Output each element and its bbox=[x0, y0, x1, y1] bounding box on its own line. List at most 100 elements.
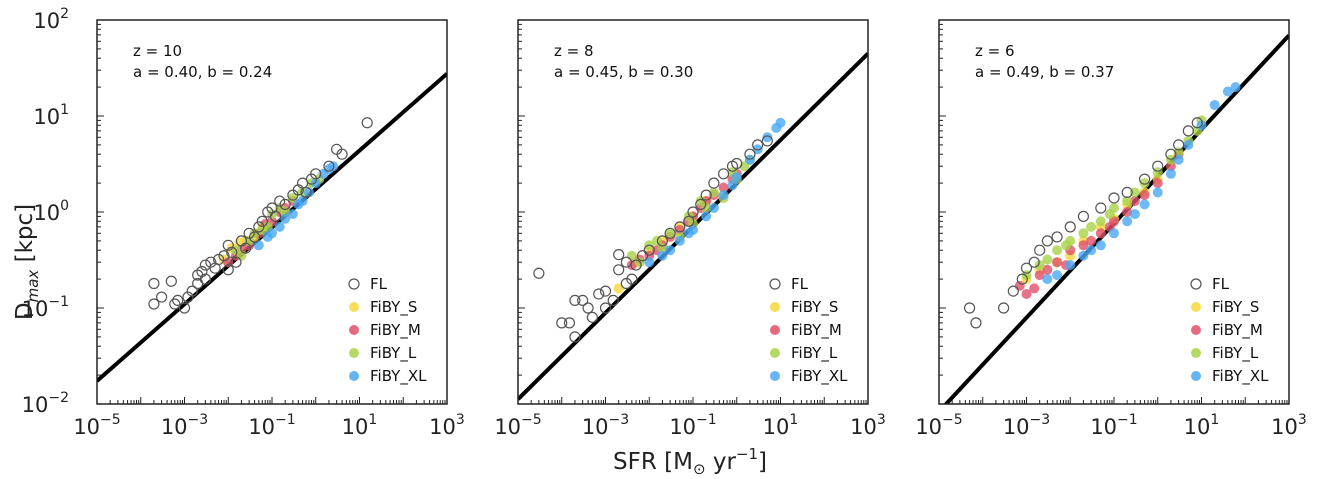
legend-marker bbox=[349, 371, 359, 381]
data-point bbox=[1108, 192, 1120, 204]
data-point bbox=[1051, 231, 1063, 243]
data-point bbox=[328, 161, 339, 172]
legend-label: FiBY_S bbox=[370, 298, 417, 317]
data-point bbox=[1209, 100, 1220, 111]
data-point bbox=[1139, 190, 1150, 201]
plot-frame bbox=[96, 19, 448, 405]
data-point bbox=[199, 273, 211, 285]
data-point bbox=[1029, 283, 1040, 294]
x-tick-label: 10−1 bbox=[248, 412, 295, 439]
legend-label: FiBY_S bbox=[1212, 298, 1259, 317]
data-point bbox=[607, 294, 619, 306]
data-point bbox=[1183, 139, 1194, 150]
data-point bbox=[657, 250, 668, 261]
data-point bbox=[253, 221, 265, 233]
legend-label: FiBY_L bbox=[791, 344, 838, 363]
data-point bbox=[1052, 257, 1063, 268]
series-fiby-xl bbox=[1042, 82, 1241, 285]
legend-label: FiBY_M bbox=[1212, 321, 1263, 340]
y-tick-label: 10−1 bbox=[22, 294, 69, 321]
legend-marker bbox=[349, 325, 359, 335]
data-point bbox=[613, 264, 625, 276]
data-point bbox=[752, 144, 763, 155]
data-point bbox=[1122, 196, 1133, 207]
x-tick-label: 10−5 bbox=[494, 412, 541, 439]
fit-params-label: a = 0.49, b = 0.37 bbox=[975, 63, 1114, 81]
data-point bbox=[1121, 186, 1133, 199]
legend: FL FiBY_S FiBY_M FiBY_L FiBY_XL bbox=[769, 275, 848, 386]
data-point bbox=[248, 231, 261, 243]
data-point bbox=[1122, 216, 1133, 227]
data-point bbox=[1078, 240, 1089, 251]
data-point bbox=[1021, 288, 1032, 299]
data-point bbox=[279, 198, 291, 210]
data-point bbox=[626, 250, 637, 261]
x-tick-label: 101 bbox=[1184, 412, 1220, 439]
data-point bbox=[1086, 245, 1097, 256]
data-point bbox=[586, 311, 598, 323]
redshift-label: z = 10 bbox=[133, 42, 182, 60]
redshift-label: z = 8 bbox=[554, 42, 594, 60]
plot-frame bbox=[938, 19, 1290, 405]
data-point bbox=[582, 302, 594, 314]
data-point bbox=[1129, 187, 1140, 198]
y-tick-label: 102 bbox=[33, 6, 69, 33]
data-point bbox=[1052, 245, 1063, 256]
data-point bbox=[630, 259, 642, 271]
data-point bbox=[963, 302, 976, 314]
data-point bbox=[1034, 244, 1046, 256]
data-point bbox=[165, 275, 177, 287]
legend-marker bbox=[1191, 371, 1201, 381]
data-point bbox=[169, 298, 181, 310]
data-point bbox=[626, 273, 638, 285]
data-point bbox=[1139, 178, 1150, 189]
data-point bbox=[775, 117, 786, 128]
data-point bbox=[1139, 199, 1150, 210]
data-point bbox=[1041, 235, 1053, 247]
data-point bbox=[533, 267, 545, 279]
legend-label: FiBY_XL bbox=[791, 367, 848, 386]
data-point bbox=[182, 291, 194, 303]
legend-marker bbox=[1191, 325, 1201, 335]
data-point bbox=[744, 148, 756, 160]
data-point bbox=[1064, 221, 1076, 233]
data-point bbox=[1042, 264, 1053, 275]
data-point bbox=[148, 298, 160, 310]
data-point bbox=[727, 180, 738, 191]
legend-marker bbox=[770, 325, 780, 335]
series-fl bbox=[533, 135, 773, 343]
data-point bbox=[644, 257, 655, 268]
data-point bbox=[708, 177, 720, 189]
legend-marker bbox=[1190, 278, 1202, 290]
legend-marker bbox=[770, 371, 780, 381]
data-point bbox=[701, 211, 712, 222]
x-tick-label: 10−3 bbox=[582, 412, 629, 439]
legend-marker bbox=[349, 302, 359, 312]
data-point bbox=[1077, 210, 1090, 222]
data-point bbox=[336, 148, 348, 160]
data-point bbox=[269, 210, 282, 222]
data-point bbox=[1109, 228, 1119, 239]
panel-1: 10−5 10−3 10−1 101 103 10−2 10−1 100 101 102 z = 1… bbox=[22, 6, 465, 439]
data-point bbox=[1230, 82, 1241, 93]
data-point bbox=[695, 198, 707, 210]
data-point bbox=[1095, 202, 1107, 214]
y-tick-label: 10−2 bbox=[22, 390, 69, 417]
plot-area bbox=[943, 33, 1289, 404]
data-point bbox=[1122, 207, 1133, 217]
data-point bbox=[1165, 168, 1176, 179]
data-point bbox=[626, 260, 637, 271]
legend-marker bbox=[770, 348, 780, 358]
y-tick-label: 101 bbox=[33, 102, 69, 129]
data-point bbox=[1191, 117, 1203, 129]
data-point bbox=[1042, 254, 1053, 265]
x-tick-label: 10−5 bbox=[73, 412, 120, 439]
data-point bbox=[674, 221, 686, 233]
data-point bbox=[1095, 216, 1106, 227]
data-point bbox=[718, 182, 729, 193]
data-point bbox=[148, 277, 160, 290]
data-point bbox=[1095, 228, 1106, 239]
legend-label: FiBY_M bbox=[791, 321, 842, 340]
data-point bbox=[178, 302, 191, 314]
